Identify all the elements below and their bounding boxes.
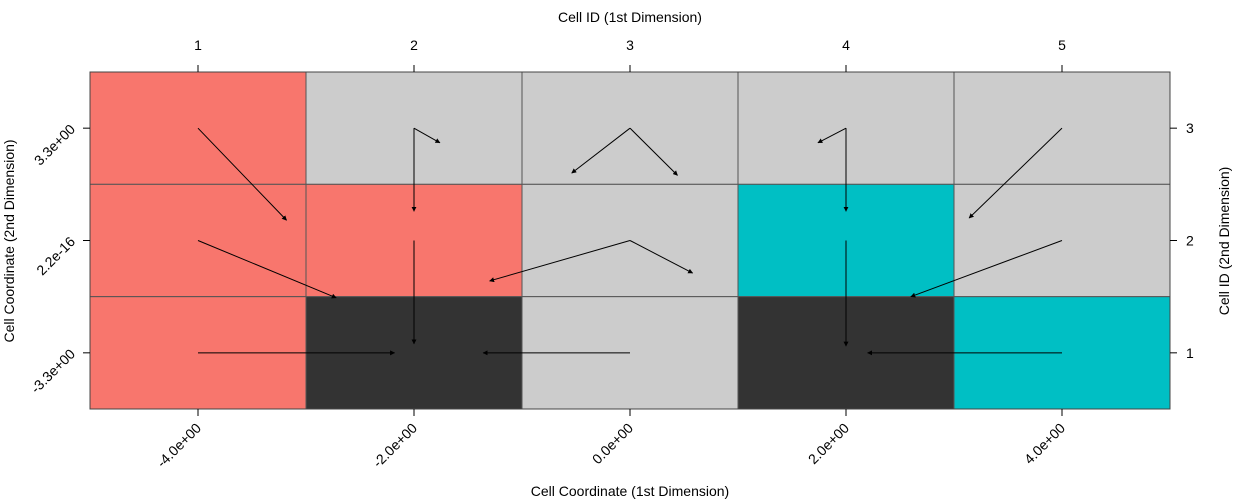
arrow-8 xyxy=(197,240,337,299)
bottom-tick-label: -2.0e+00 xyxy=(369,420,420,471)
arrows-layer xyxy=(197,127,1063,356)
top-tick-label: 5 xyxy=(1058,37,1066,53)
x-axis-top-label: Cell ID (1st Dimension) xyxy=(558,9,702,25)
right-tick-label: 3 xyxy=(1186,120,1194,136)
arrow-7 xyxy=(968,127,1063,219)
arrow-6 xyxy=(817,127,847,144)
top-tick-label: 2 xyxy=(410,37,418,53)
arrow-3 xyxy=(571,127,631,174)
left-tick-label: -3.3e+00 xyxy=(27,345,78,396)
bottom-tick-label: 4.0e+00 xyxy=(1021,420,1069,468)
y-axis-right-label: Cell ID (2nd Dimension) xyxy=(1216,167,1232,316)
left-tick-label: 2.2e-16 xyxy=(33,233,78,278)
left-tick-label: 3.3e+00 xyxy=(31,121,79,169)
top-tick-label: 1 xyxy=(194,37,202,53)
arrow-11 xyxy=(629,240,694,274)
right-tick-label: 2 xyxy=(1186,233,1194,249)
top-tick-label: 3 xyxy=(626,37,634,53)
arrow-4 xyxy=(629,127,678,176)
bottom-tick-label: 0.0e+00 xyxy=(589,420,637,468)
y-axis-left-label: Cell Coordinate (2nd Dimension) xyxy=(1,139,17,342)
arrow-10 xyxy=(489,240,631,283)
top-tick-label: 4 xyxy=(842,37,850,53)
arrow-2 xyxy=(413,127,441,144)
arrow-13 xyxy=(910,240,1063,298)
x-axis-bottom-label: Cell Coordinate (1st Dimension) xyxy=(531,483,729,499)
right-tick-label: 1 xyxy=(1186,345,1194,361)
arrow-0 xyxy=(197,127,287,221)
bottom-tick-label: 2.0e+00 xyxy=(805,420,853,468)
bottom-tick-label: -4.0e+00 xyxy=(153,420,204,471)
